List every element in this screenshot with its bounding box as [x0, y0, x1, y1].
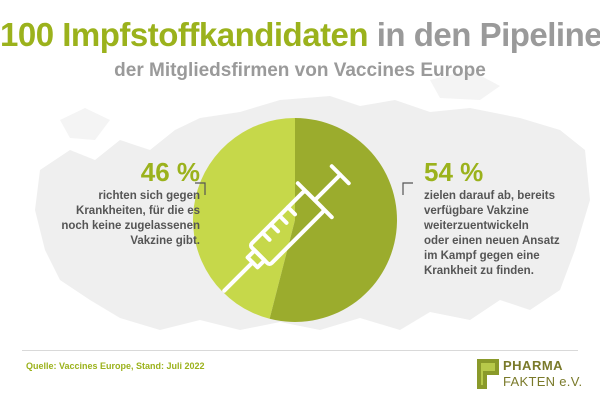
annotation-line: zielen darauf ab, bereits	[424, 190, 556, 202]
connector-left	[195, 182, 206, 195]
percent-label-left: 46 %	[140, 157, 200, 187]
percent-label-right: 54 %	[424, 157, 484, 187]
chart-subtitle: der Mitgliedsfirmen von Vaccines Europe	[114, 60, 486, 81]
title-highlight: 100 Impfstoffkandidaten	[0, 16, 369, 53]
title-rest: in den Pipelines	[368, 16, 600, 53]
annotation-left: 46 % richten sich gegen Krankheiten, für…	[52, 158, 200, 249]
footer-divider	[22, 350, 578, 351]
chart-title: 100 Impfstoffkandidaten in den Pipelines	[0, 16, 600, 54]
logo-mark-icon	[477, 359, 499, 389]
logo-text-pharma: PHARMA	[503, 358, 564, 373]
syringe-icon	[222, 164, 351, 293]
annotation-text-left: richten sich gegen Krankheiten, für die …	[52, 189, 200, 249]
pie-slice-46	[193, 118, 295, 319]
annotation-text-right: zielen darauf ab, bereits verfügbare Vak…	[424, 189, 574, 279]
annotation-line: oder einen neuen Ansatz	[424, 235, 560, 247]
logo-text-fakten: FAKTEN e.V.	[503, 374, 583, 389]
pie-slice-54	[269, 118, 398, 322]
annotation-line: noch keine zugelassenen	[61, 220, 200, 232]
annotation-line: Vakzine gibt.	[130, 235, 200, 247]
annotation-line: verfügbare Vakzine	[424, 205, 529, 217]
connector-right	[402, 182, 413, 195]
annotation-line: richten sich gegen	[98, 190, 200, 202]
source-note: Quelle: Vaccines Europe, Stand: Juli 202…	[26, 361, 205, 371]
annotation-line: weiterzuentwickeln	[424, 220, 529, 232]
annotation-line: Krankheiten, für die es	[76, 205, 200, 217]
annotation-line: im Kampf gegen eine	[424, 250, 540, 262]
annotation-line: Krankheit zu finden.	[424, 265, 534, 277]
annotation-right: 54 % zielen darauf ab, bereits verfügbar…	[424, 158, 574, 279]
pharma-fakten-logo: PHARMA FAKTEN e.V.	[477, 355, 587, 395]
